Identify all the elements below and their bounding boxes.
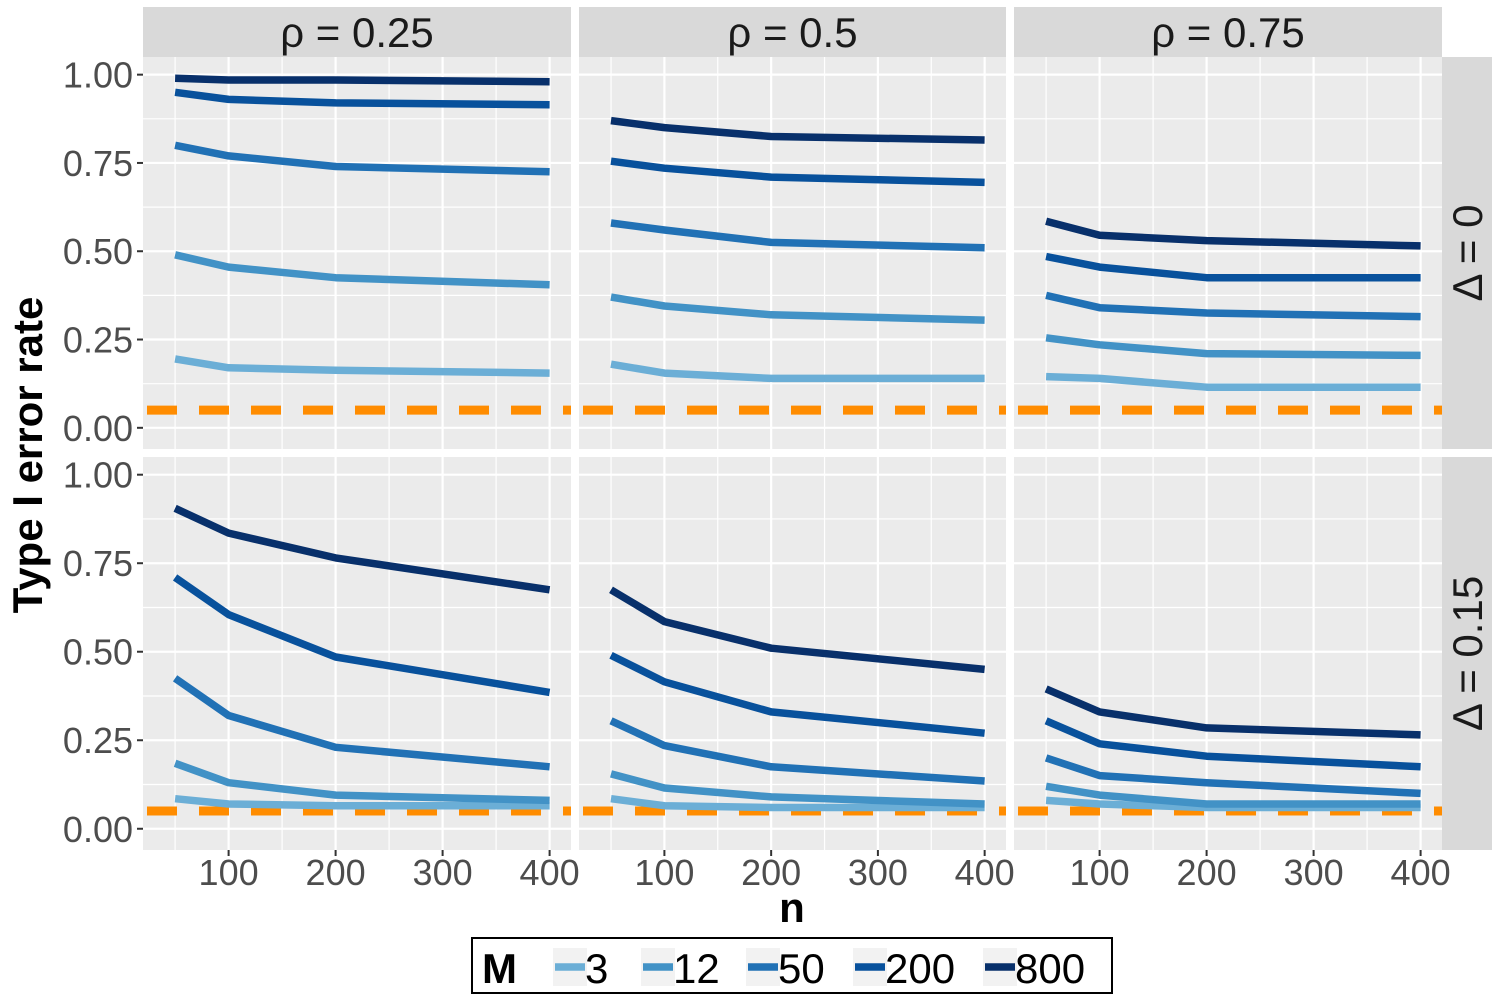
legend-label: 50	[778, 945, 825, 992]
series-line-M50	[609, 717, 985, 785]
strip-background	[1014, 7, 1442, 57]
legend-title: M	[482, 945, 517, 992]
series-line-M50	[172, 675, 550, 771]
x-tick-label: 200	[1177, 852, 1237, 893]
strip-top-1: ρ = 0.25	[143, 7, 571, 57]
strip-right-1: Δ = 0	[1442, 57, 1492, 449]
series-line-M800	[1044, 685, 1421, 739]
y-tick-label: 0.00	[63, 408, 133, 449]
legend-label: 800	[1015, 945, 1085, 992]
series-line-M50	[1045, 291, 1421, 321]
x-tick-label: 400	[955, 852, 1015, 893]
y-tick-label: 0.50	[63, 231, 133, 272]
legend-entry-50: 50	[746, 945, 825, 992]
legend-label: 200	[885, 945, 955, 992]
panels	[143, 57, 1442, 850]
legend: M 3 12 50 200 800	[471, 937, 1113, 994]
series-line-M12	[610, 770, 985, 808]
y-tick-label: 0.25	[63, 720, 133, 761]
series-line-M50	[610, 219, 985, 252]
x-tick-label: 100	[1070, 852, 1130, 893]
series-line-M3	[610, 794, 985, 812]
panel-r1-c1	[143, 57, 571, 449]
series-line-M200	[172, 574, 551, 697]
x-tick-label: 400	[1391, 852, 1451, 893]
strip-label: ρ = 0.25	[280, 9, 434, 56]
series-line-M800	[1045, 217, 1421, 250]
y-tick-label: 1.00	[63, 55, 133, 96]
series-line-M12	[1045, 334, 1421, 360]
x-tick-label: 400	[520, 852, 580, 893]
strip-background	[143, 7, 571, 57]
y-axis-ticks: 0.00 0.25 0.50 0.75 1.00 0.00 0.25 0.50 0.75 1.00	[63, 55, 143, 850]
strip-top-3: ρ = 0.75	[1014, 7, 1442, 57]
series-line-M12	[1045, 782, 1421, 808]
strip-label: ρ = 0.75	[1151, 9, 1305, 56]
y-tick-label: 0.00	[63, 809, 133, 850]
series-line-M12	[174, 251, 550, 289]
panel-r2-c1	[143, 457, 571, 850]
strip-background	[579, 7, 1006, 57]
series-line-M12	[610, 293, 985, 324]
series-line-M200	[609, 651, 985, 737]
x-tick-label: 200	[741, 852, 801, 893]
strip-label: Δ = 0.15	[1444, 576, 1491, 731]
panel-r2-c3	[1014, 457, 1442, 850]
series-line-M3	[174, 355, 550, 377]
x-axis-ticks: 100 200 300 400 100 200 300 400 100 200 300 400	[199, 850, 1451, 893]
legend-entry-800: 800	[983, 945, 1085, 992]
x-tick-label: 100	[199, 852, 259, 893]
x-tick-label: 300	[1284, 852, 1344, 893]
series-line-M3	[174, 794, 550, 810]
strip-label: ρ = 0.5	[727, 9, 857, 56]
y-tick-label: 0.25	[63, 320, 133, 361]
y-tick-label: 0.50	[63, 632, 133, 673]
series-line-M200	[1045, 252, 1421, 282]
series-line-M50	[1044, 754, 1421, 798]
panel-r1-c2	[579, 57, 1006, 449]
series-line-M50	[174, 141, 550, 176]
legend-entry-200: 200	[853, 945, 955, 992]
series-line-M800	[174, 74, 550, 86]
legend-entry-3: 3	[553, 945, 608, 992]
series-line-M200	[1044, 717, 1421, 771]
panel-r2-c2	[579, 457, 1006, 850]
series-line-M3	[610, 360, 985, 383]
strip-right-2: Δ = 0.15	[1442, 457, 1492, 850]
strip-label: Δ = 0	[1444, 205, 1491, 302]
facet-strips: ρ = 0.25 ρ = 0.5 ρ = 0.75 Δ = 0 Δ = 0.15	[143, 7, 1492, 850]
series-line-M800	[173, 504, 551, 594]
x-tick-label: 100	[634, 852, 694, 893]
panel-background	[579, 57, 1006, 449]
legend-label: 3	[585, 945, 608, 992]
x-tick-label: 200	[306, 852, 366, 893]
panel-background	[143, 57, 571, 449]
panel-r1-c3	[1014, 57, 1442, 449]
panel-background	[143, 457, 571, 850]
series-line-M800	[610, 116, 985, 144]
y-tick-label: 1.00	[63, 455, 133, 496]
x-axis-title: n	[779, 884, 805, 931]
series-line-M12	[173, 759, 550, 805]
y-tick-label: 0.75	[63, 543, 133, 584]
series-line-M3	[1045, 372, 1421, 391]
y-tick-label: 0.75	[63, 143, 133, 184]
legend-entry-12: 12	[641, 945, 720, 992]
strip-background	[1442, 457, 1492, 850]
series-line-M800	[609, 586, 985, 674]
y-axis-title: Type I error rate	[4, 297, 51, 614]
strip-top-2: ρ = 0.5	[579, 7, 1006, 57]
strip-background	[1442, 57, 1492, 449]
series-line-M200	[174, 88, 550, 109]
series-line-M200	[610, 157, 985, 187]
legend-label: 12	[673, 945, 720, 992]
x-tick-label: 300	[413, 852, 473, 893]
x-tick-label: 300	[848, 852, 908, 893]
